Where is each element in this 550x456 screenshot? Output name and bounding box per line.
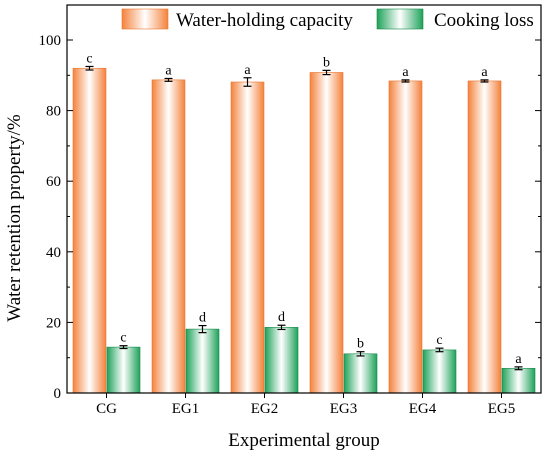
x-tick-label: EG1 xyxy=(172,401,200,417)
significance-label: a xyxy=(165,63,172,78)
axes-layer: 0 20 40 60 80 100 CG EG1 EG2 EG3 EG4 EG5 xyxy=(39,4,542,417)
y-tick-label: 40 xyxy=(46,245,61,261)
x-tick-label: EG2 xyxy=(251,401,279,417)
x-tick-label: EG3 xyxy=(330,401,358,417)
y-tick-label: 0 xyxy=(54,386,62,402)
significance-label: a xyxy=(515,352,522,367)
bar xyxy=(264,327,299,394)
bar xyxy=(388,80,423,394)
x-tick-label: EG4 xyxy=(409,401,437,417)
bar xyxy=(106,346,141,394)
significance-label: b xyxy=(357,337,364,352)
significance-label: d xyxy=(199,311,206,326)
significance-label: a xyxy=(402,65,409,80)
legend-label: Cooking loss xyxy=(434,10,534,31)
plot-frame xyxy=(66,4,542,394)
significance-label: b xyxy=(323,55,330,70)
legend-swatch xyxy=(121,8,169,30)
bars-layer: c a a b a a c d d b c a xyxy=(72,51,536,394)
x-tick-label: CG xyxy=(96,401,117,417)
bar xyxy=(72,67,107,394)
bar xyxy=(343,353,378,394)
significance-label: a xyxy=(244,63,251,78)
y-tick-label: 60 xyxy=(46,174,61,190)
bar xyxy=(230,81,265,394)
bar xyxy=(151,79,186,394)
legend-label: Water-holding capacity xyxy=(176,10,353,31)
y-tick-label: 80 xyxy=(46,104,61,120)
x-axis-title: Experimental group xyxy=(228,430,379,451)
bar xyxy=(501,367,536,394)
significance-label: c xyxy=(120,331,126,346)
y-tick-label: 100 xyxy=(39,33,62,49)
significance-label: c xyxy=(86,51,92,66)
bar xyxy=(309,72,344,394)
y-axis-title: Water retention property/% xyxy=(4,114,25,322)
legend: Water-holding capacity Cooking loss xyxy=(121,8,534,31)
x-tick-label: EG5 xyxy=(488,401,516,417)
significance-label: d xyxy=(278,310,285,325)
significance-label: c xyxy=(436,333,442,348)
bar xyxy=(422,349,457,394)
significance-label: a xyxy=(481,65,488,80)
legend-swatch xyxy=(376,8,424,30)
bar xyxy=(467,80,502,394)
bar xyxy=(185,328,220,394)
y-tick-label: 20 xyxy=(46,315,61,331)
